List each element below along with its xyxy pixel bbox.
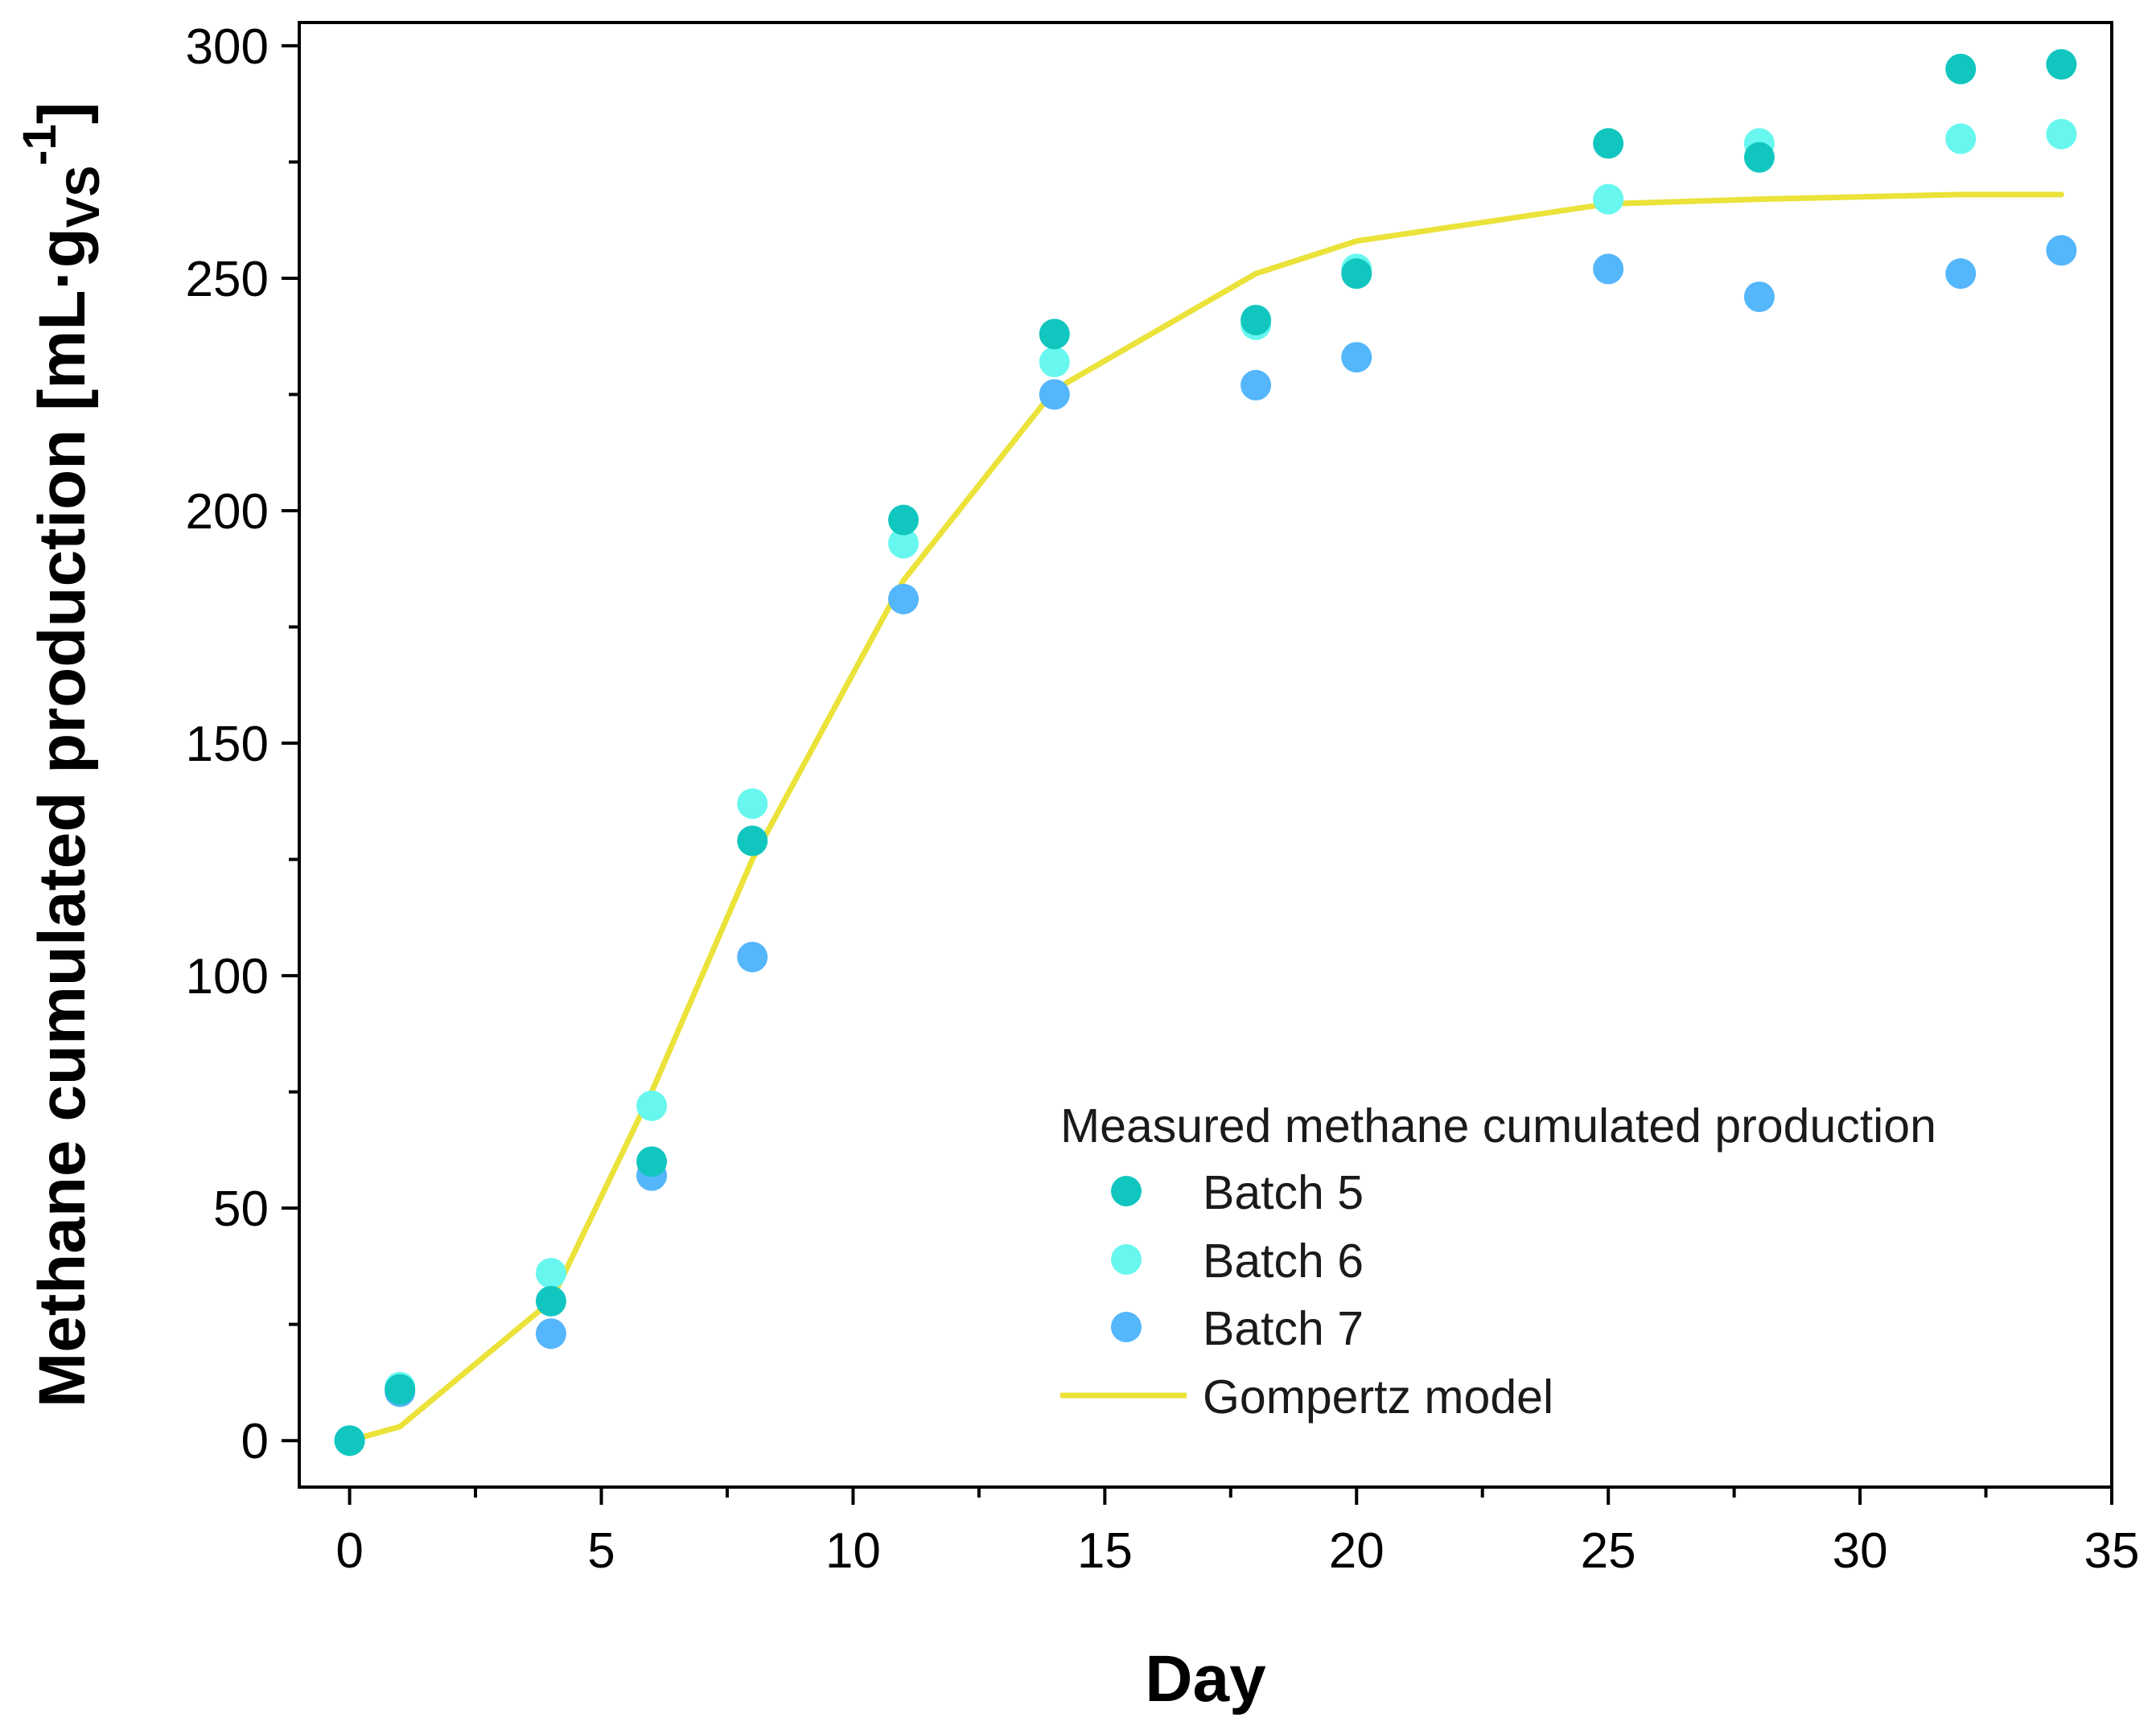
batch-6-point — [888, 528, 919, 559]
batch-6-point — [535, 1258, 566, 1289]
batch-5-point — [1341, 258, 1372, 290]
x-axis-title: Day — [1145, 1642, 1266, 1716]
batch-6-point — [2046, 118, 2077, 150]
x-tick-label: 35 — [2084, 1523, 2140, 1579]
plot-frame — [298, 21, 2113, 1489]
x-tick-label: 20 — [1329, 1523, 1385, 1579]
batch-5-point — [1241, 304, 1272, 335]
axes-layer — [298, 21, 2113, 1489]
batch-7-point — [1241, 369, 1272, 401]
batch-6-point — [1945, 123, 1977, 154]
batch-5-point — [1743, 142, 1775, 173]
batch-5-point — [535, 1285, 566, 1317]
batch-6-point — [636, 1090, 668, 1121]
x-tick-label: 10 — [825, 1523, 881, 1579]
batch-5-point — [1945, 53, 1977, 84]
batch-6-point — [1039, 347, 1070, 378]
y-axis-title-subscript: VS — [57, 166, 109, 228]
batch-5-point — [636, 1146, 668, 1177]
y-axis-title-superscript: -1 — [14, 124, 66, 166]
batch-5-point — [1039, 318, 1070, 350]
batch-7-point — [888, 583, 919, 614]
x-tick-label: 15 — [1077, 1523, 1133, 1579]
legend-label-batch-5: Batch 5 — [1203, 1166, 1364, 1219]
legend-marker-batch-5 — [1111, 1176, 1142, 1206]
axis-titles: Day Methane cumulated production [mL·gVS-… — [14, 102, 1266, 1716]
x-tick-label: 5 — [587, 1523, 615, 1579]
batch-5-point — [2046, 49, 2077, 80]
batch-7-point — [737, 941, 768, 972]
batch-5-point — [1593, 128, 1624, 159]
y-axis-title-main: Methane cumulated production [mL·g — [26, 228, 99, 1407]
batch-5-point — [385, 1374, 416, 1405]
batch-7-point — [535, 1318, 566, 1350]
y-tick-label: 100 — [186, 949, 269, 1005]
y-tick-label: 0 — [241, 1414, 269, 1469]
x-tick-label: 0 — [335, 1523, 363, 1579]
ticks-layer: 0 5 10 15 20 25 30 35 0 50 100 150 200 250 300 — [186, 19, 2140, 1579]
batch-7-point — [1593, 253, 1624, 285]
batch-5-point — [334, 1425, 365, 1457]
legend-label-batch-6: Batch 6 — [1203, 1235, 1364, 1288]
batch-7-point — [2046, 235, 2077, 266]
legend: Measured methane cumulated production Bat… — [1060, 1099, 1936, 1424]
batch-5-point — [737, 825, 768, 857]
batch-7-point — [1341, 342, 1372, 373]
y-tick-label: 250 — [186, 252, 269, 307]
legend-label-gompertz-model: Gompertz model — [1203, 1370, 1553, 1424]
y-tick-label: 200 — [186, 484, 269, 540]
legend-marker-batch-7 — [1111, 1312, 1142, 1342]
x-tick-label: 25 — [1581, 1523, 1636, 1579]
y-tick-label: 50 — [213, 1181, 269, 1237]
legend-title: Measured methane cumulated production — [1060, 1099, 1936, 1153]
batch-6-point — [1593, 183, 1624, 215]
batch-5-point — [888, 504, 919, 536]
batch-7-point — [1743, 281, 1775, 313]
y-axis-title-close: ] — [26, 102, 99, 124]
y-tick-label: 300 — [186, 19, 269, 75]
batch-7-point — [1945, 258, 1977, 290]
batch-7-point — [1039, 379, 1070, 410]
y-tick-label: 150 — [186, 717, 269, 772]
legend-marker-batch-6 — [1111, 1244, 1142, 1275]
x-tick-label: 30 — [1833, 1523, 1888, 1579]
series-layer — [334, 49, 2077, 1457]
y-axis-title: Methane cumulated production [mL·gVS-1] — [14, 102, 109, 1407]
legend-label-batch-7: Batch 7 — [1203, 1302, 1364, 1355]
batch-6-point — [737, 788, 768, 820]
